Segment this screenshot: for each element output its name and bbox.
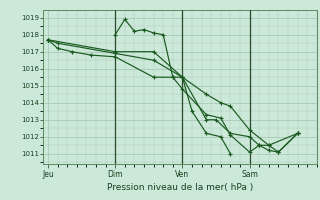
X-axis label: Pression niveau de la mer( hPa ): Pression niveau de la mer( hPa ) (107, 183, 253, 192)
